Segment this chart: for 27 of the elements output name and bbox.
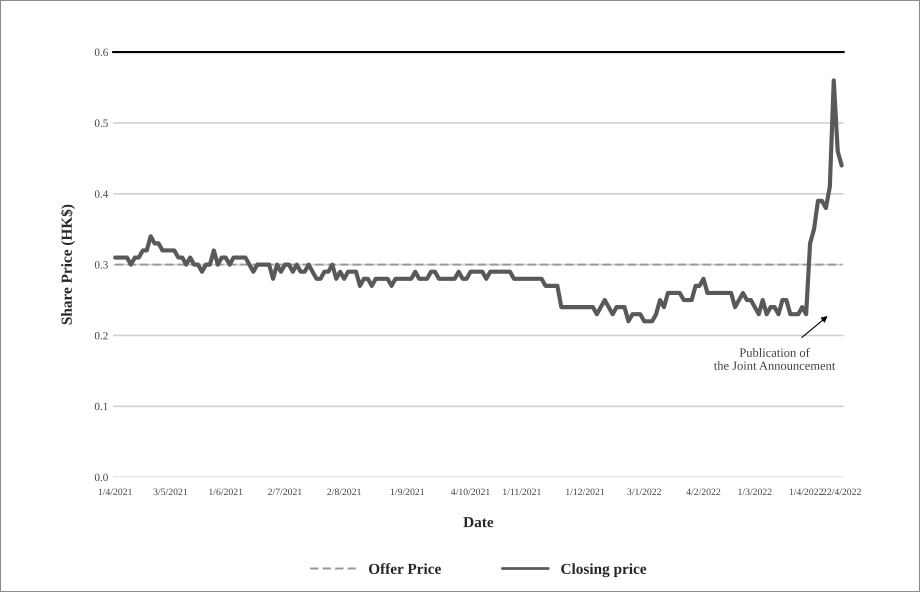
y-tick-label: 0.3 — [94, 261, 108, 269]
legend-label: Closing price — [561, 563, 646, 578]
x-tick-label: 1/11/2021 — [503, 488, 541, 496]
x-tick-label: 4/2/2022 — [686, 488, 720, 496]
y-tick-label: 0.6 — [94, 48, 108, 56]
x-tick-label: 2/8/2021 — [327, 488, 361, 496]
x-tick-label: 4/10/2021 — [450, 488, 490, 496]
y-tick-label: 0.2 — [94, 332, 108, 340]
x-tick-label: 1/4/2022 — [790, 488, 823, 496]
x-tick-label: 2/7/2021 — [268, 488, 302, 496]
x-tick-label: 1/4/2021 — [98, 488, 132, 496]
x-tick-label: 1/9/2021 — [390, 488, 424, 496]
x-axis-title: Date — [463, 517, 494, 528]
x-tick-label: 22/4/2022 — [822, 488, 861, 496]
x-tick-label: 1/6/2021 — [209, 488, 242, 496]
legend-label: Offer Price — [368, 563, 441, 574]
y-tick-label: 0.4 — [94, 190, 108, 198]
x-tick-label: 3/5/2021 — [154, 488, 188, 496]
x-tick-label: 3/1/2022 — [627, 488, 661, 496]
x-tick-label: 1/3/2022 — [738, 488, 772, 496]
y-tick-label: 0.0 — [94, 474, 108, 482]
y-tick-label: 0.1 — [94, 402, 108, 410]
y-axis-title: Share Price (HK$) — [60, 204, 75, 324]
line-series — [113, 78, 844, 324]
annotation: Publication of the Joint Announcement — [714, 348, 836, 370]
y-tick-label: 0.5 — [94, 119, 108, 127]
x-tick-label: 1/12/2021 — [566, 488, 604, 496]
